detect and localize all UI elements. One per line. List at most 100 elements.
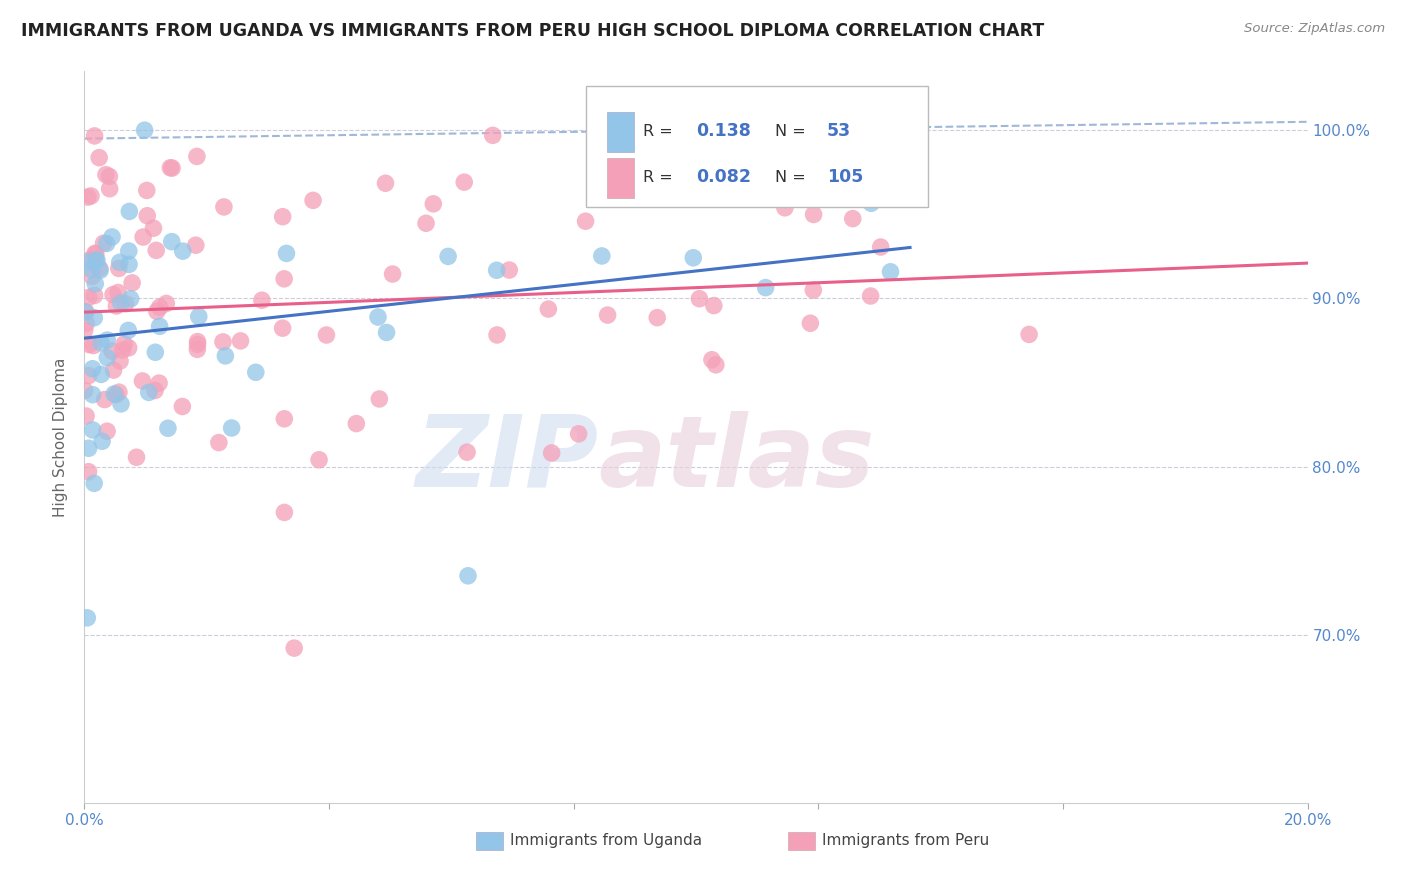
Point: [457, 569, 479, 583]
Point: [456, 445, 478, 459]
Point: [89, 263, 111, 277]
Point: [120, 292, 142, 306]
Point: [688, 292, 710, 306]
Point: [118, 257, 141, 271]
Text: ZIP: ZIP: [415, 410, 598, 508]
Point: [212, 200, 235, 214]
Point: [73, 384, 96, 398]
Point: [82, 338, 104, 352]
Text: 105: 105: [827, 169, 863, 186]
Point: [118, 204, 141, 219]
Point: [148, 376, 170, 390]
Point: [160, 235, 183, 249]
Point: [105, 387, 128, 401]
Point: [83, 128, 105, 143]
Point: [108, 255, 131, 269]
Point: [700, 352, 723, 367]
Point: [96, 236, 118, 251]
Point: [160, 161, 183, 175]
Point: [79, 252, 101, 267]
Point: [375, 326, 398, 340]
Point: [186, 343, 208, 357]
Point: [860, 196, 883, 211]
Point: [184, 238, 207, 252]
Point: [98, 182, 121, 196]
Point: [799, 316, 821, 330]
Point: [101, 344, 124, 359]
Point: [77, 368, 100, 383]
Text: 0.082: 0.082: [696, 169, 751, 186]
Point: [121, 276, 143, 290]
Point: [149, 319, 172, 334]
Point: [422, 197, 444, 211]
Point: [155, 296, 177, 310]
Point: [77, 290, 100, 304]
Point: [156, 421, 179, 435]
Point: [138, 385, 160, 400]
Point: [271, 321, 294, 335]
Point: [142, 221, 165, 235]
Point: [481, 128, 503, 143]
Point: [374, 176, 396, 190]
Point: [276, 246, 298, 260]
Point: [107, 261, 129, 276]
Point: [801, 283, 824, 297]
Point: [283, 641, 305, 656]
Point: [114, 296, 136, 310]
Point: [645, 310, 668, 325]
Bar: [606, 158, 634, 198]
Point: [704, 358, 727, 372]
Point: [273, 272, 295, 286]
Point: [111, 343, 134, 357]
Point: [82, 387, 104, 401]
Point: [80, 189, 103, 203]
Point: [172, 400, 194, 414]
Point: [682, 251, 704, 265]
Point: [96, 333, 118, 347]
Y-axis label: High School Diploma: High School Diploma: [53, 358, 69, 516]
Point: [135, 183, 157, 197]
Point: [485, 263, 508, 277]
Point: [75, 409, 97, 423]
Point: [596, 308, 619, 322]
Point: [315, 328, 337, 343]
Text: N =: N =: [776, 169, 811, 185]
Point: [73, 323, 96, 337]
Point: [368, 392, 391, 406]
Point: [75, 304, 97, 318]
Point: [82, 269, 104, 284]
Point: [214, 349, 236, 363]
Point: [250, 293, 273, 308]
Point: [873, 123, 896, 137]
Point: [77, 337, 100, 351]
Point: [77, 441, 100, 455]
Point: [186, 334, 208, 349]
Point: [187, 310, 209, 324]
Point: [90, 368, 112, 382]
Point: [143, 345, 166, 359]
Bar: [787, 832, 814, 850]
Point: [82, 423, 104, 437]
Point: [229, 334, 252, 348]
Bar: [475, 832, 503, 850]
Point: [132, 230, 155, 244]
Point: [89, 151, 111, 165]
Point: [76, 255, 98, 269]
Point: [869, 240, 891, 254]
Point: [84, 247, 107, 261]
Point: [537, 301, 560, 316]
Point: [91, 434, 114, 449]
Point: [75, 305, 97, 319]
Point: [146, 304, 169, 318]
Point: [367, 310, 389, 324]
Point: [131, 374, 153, 388]
Point: [498, 263, 520, 277]
Point: [271, 210, 294, 224]
Point: [245, 365, 267, 379]
Point: [103, 363, 125, 377]
Text: N =: N =: [776, 124, 811, 139]
Point: [125, 450, 148, 465]
Point: [212, 334, 235, 349]
Point: [118, 341, 141, 355]
Point: [83, 310, 105, 325]
